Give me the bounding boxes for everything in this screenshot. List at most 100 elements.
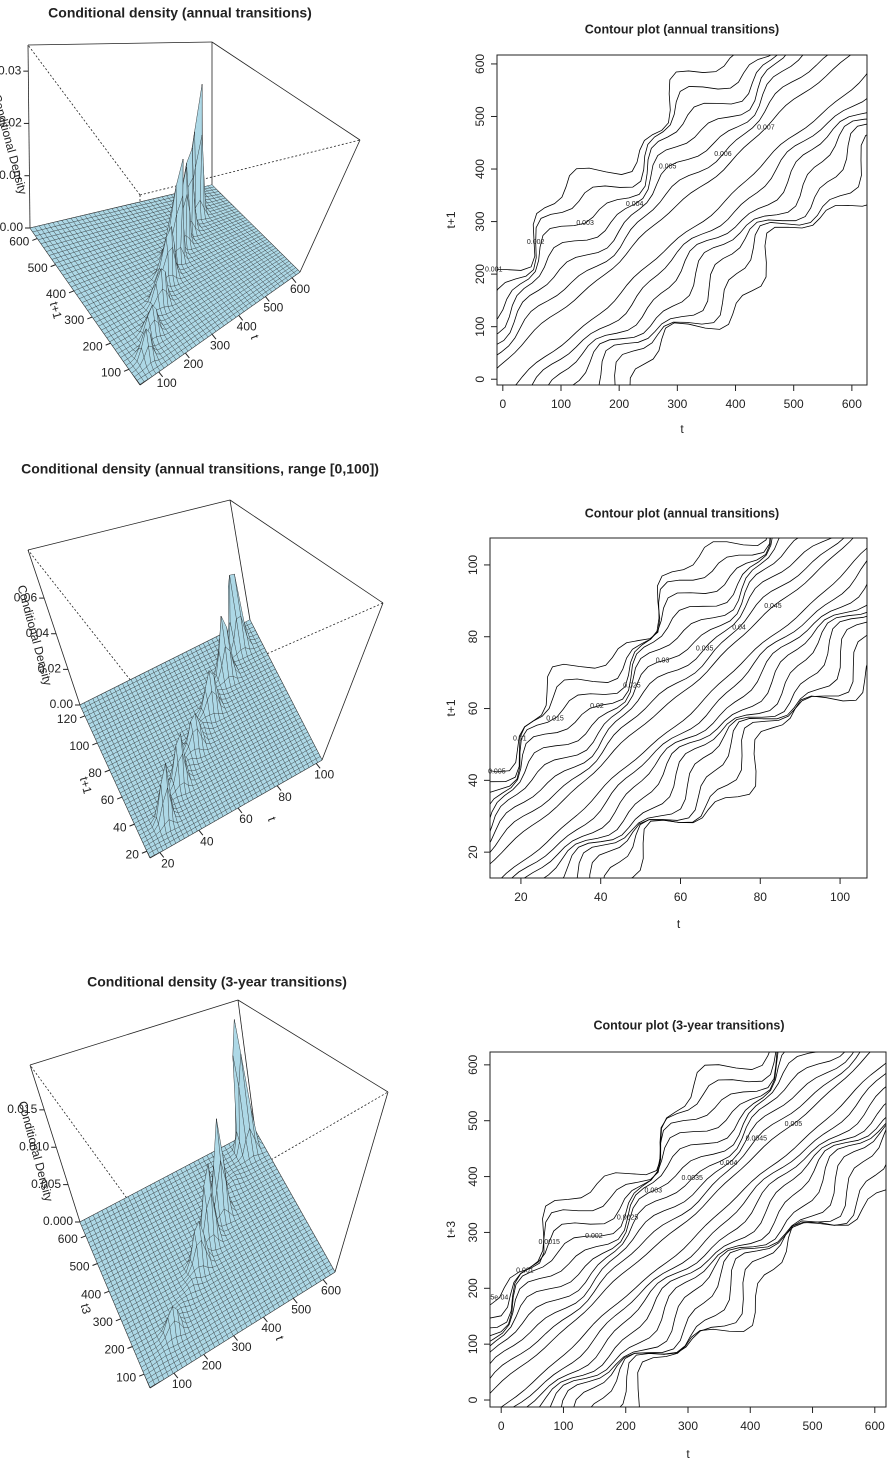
y-axis-label: t+1 xyxy=(444,699,458,716)
contour-line xyxy=(513,97,889,440)
box-edge xyxy=(28,42,212,45)
y-tick-label: 600 xyxy=(473,54,487,74)
plot-frame xyxy=(497,55,867,385)
y-tick-label: 40 xyxy=(466,773,480,787)
x-tick-label: 500 xyxy=(263,301,283,315)
y-tick-label: 100 xyxy=(101,365,121,379)
contour-line xyxy=(445,500,854,866)
contour-label: 0.002 xyxy=(527,239,545,246)
contour-line xyxy=(472,37,871,395)
box-edge xyxy=(230,500,383,603)
y-tick xyxy=(106,343,111,345)
y-tick-label: 100 xyxy=(69,739,89,753)
z-tick-label: 0.00 xyxy=(50,697,74,711)
contour-label: 0.045 xyxy=(764,603,782,610)
y-tick-label: 60 xyxy=(466,702,480,716)
y-tick xyxy=(130,824,135,826)
contour-label: 0.004 xyxy=(626,201,644,208)
x-tick-label: 60 xyxy=(239,812,253,826)
x-tick-label: 100 xyxy=(157,376,177,390)
x-tick-label: 20 xyxy=(514,890,528,904)
y-tick xyxy=(87,317,92,319)
z-tick-label: 0.00 xyxy=(0,220,23,234)
y-tick-label: 40 xyxy=(113,820,127,834)
box-edge xyxy=(300,140,360,272)
contour-label: 0.015 xyxy=(546,715,564,722)
y-tick-label: 80 xyxy=(466,630,480,644)
x-axis-label: t xyxy=(680,422,684,436)
y-tick-label: 500 xyxy=(473,106,487,126)
y-tick xyxy=(32,238,37,240)
y-tick-label: 300 xyxy=(64,313,84,327)
x-tick-label: 40 xyxy=(594,890,608,904)
x-tick-label: 500 xyxy=(784,397,804,411)
contour-line xyxy=(505,75,889,432)
x-tick-label: 40 xyxy=(200,834,214,848)
x-tick-label: 100 xyxy=(551,397,571,411)
contour-label: 0.02 xyxy=(590,703,604,710)
y-tick-label: 400 xyxy=(46,287,66,301)
contour-line xyxy=(464,30,865,385)
y-tick-label: 300 xyxy=(473,211,487,231)
box-edge xyxy=(322,603,383,760)
x-tick-label: 200 xyxy=(183,357,203,371)
contour-label: 0.005 xyxy=(659,164,677,171)
contour-line xyxy=(495,549,889,921)
box-edge xyxy=(30,1000,238,1065)
chart-title: Conditional density (3-year transitions) xyxy=(87,974,347,990)
x-tick-label: 200 xyxy=(609,397,629,411)
box-edge xyxy=(238,1000,388,1092)
chart-title: Conditional density (annual transitions) xyxy=(48,5,312,21)
z-tick-label: 0.03 xyxy=(0,63,22,77)
contour-line xyxy=(487,53,885,412)
x-tick-label: 0 xyxy=(499,397,506,411)
chart-title: Contour plot (annual transitions) xyxy=(585,506,779,520)
contour-label: 0.025 xyxy=(623,683,641,690)
y-tick xyxy=(69,291,74,293)
x-tick-label: 600 xyxy=(842,397,862,411)
chart-title: Contour plot (annual transitions) xyxy=(585,22,779,36)
x-axis-label: t xyxy=(248,333,263,342)
y-tick-label: 60 xyxy=(101,793,115,807)
y-tick-label: 100 xyxy=(466,555,480,575)
contour-label: 0.03 xyxy=(656,658,670,665)
contour-line xyxy=(511,572,889,939)
y-axis-label: t+1 xyxy=(444,211,458,228)
surface xyxy=(30,84,300,384)
y-tick xyxy=(51,265,56,267)
box-edge xyxy=(28,45,30,228)
y-tick xyxy=(124,369,129,371)
contour-label: 0.01 xyxy=(513,735,527,742)
contour-label: 0.035 xyxy=(696,645,714,652)
contour-label: 0.007 xyxy=(757,125,775,132)
y-tick-label: 600 xyxy=(9,235,29,249)
box-edge xyxy=(140,140,360,195)
contours xyxy=(423,0,889,451)
y-tick xyxy=(142,851,147,853)
y-tick-label: 120 xyxy=(57,712,77,726)
surface xyxy=(80,574,322,857)
y-tick xyxy=(105,770,110,772)
contour-label: 0.006 xyxy=(714,151,732,158)
contour-label: 0.003 xyxy=(576,220,594,227)
y-tick-label: 200 xyxy=(83,339,103,353)
y-tick-label: 20 xyxy=(126,847,140,861)
contour-label: 0.001 xyxy=(485,266,503,273)
y-tick-label: 0 xyxy=(473,376,487,383)
x-tick-label: 60 xyxy=(674,890,688,904)
y-tick-label: 100 xyxy=(473,316,487,336)
contour-line xyxy=(454,24,859,374)
x-tick-label: 300 xyxy=(210,338,230,352)
contour-line xyxy=(432,1,838,350)
plot-frame xyxy=(490,538,867,878)
x-tick-label: 80 xyxy=(278,790,292,804)
contour-line xyxy=(486,541,889,911)
chart-title: Conditional density (annual transitions,… xyxy=(21,461,379,477)
y-tick xyxy=(92,743,97,745)
x-axis-label: t xyxy=(265,815,280,824)
y-tick-label: 20 xyxy=(466,845,480,859)
x-tick-label: 80 xyxy=(754,890,768,904)
box-edge xyxy=(28,45,140,195)
y-axis-label: t+1 xyxy=(77,775,95,795)
contour-line xyxy=(459,511,863,882)
